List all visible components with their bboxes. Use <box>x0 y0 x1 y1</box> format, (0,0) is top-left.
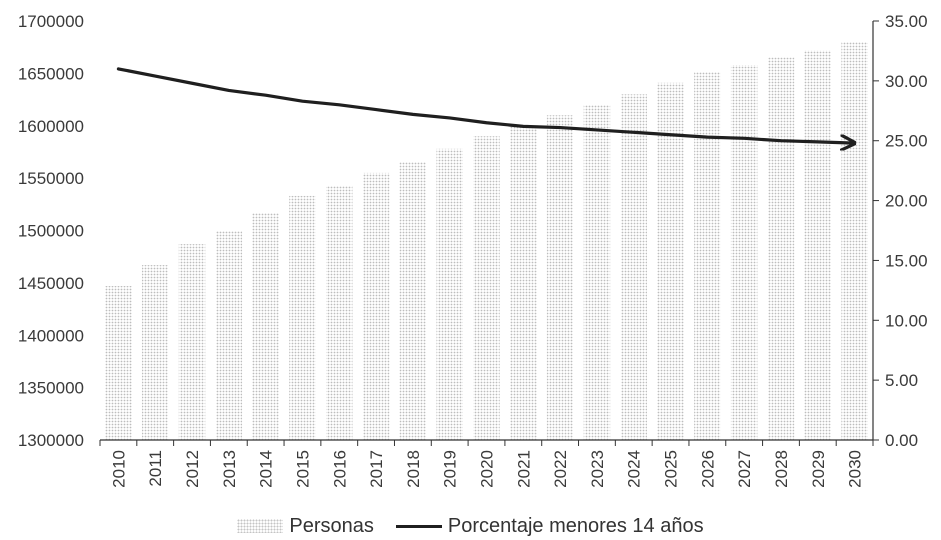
y-left-tick-label: 1500000 <box>18 222 84 241</box>
bar-2029 <box>804 50 832 440</box>
y-right-tick-label: 35.00 <box>885 12 928 31</box>
bar-2019 <box>436 148 463 441</box>
y-left-tick-label: 1350000 <box>18 379 84 398</box>
bar-2013 <box>215 230 243 440</box>
y-right-tick-label: 5.00 <box>885 371 918 390</box>
legend-swatch-bars <box>237 519 284 533</box>
y-right-tick-label: 15.00 <box>885 251 928 270</box>
x-tick-label-2012: 2012 <box>183 450 202 488</box>
y-right-tick-label: 20.00 <box>885 192 928 211</box>
x-tick-label-2024: 2024 <box>625 450 644 488</box>
x-tick-label-2013: 2013 <box>220 450 239 488</box>
bar-2030 <box>841 41 868 440</box>
x-tick-label-2023: 2023 <box>588 450 607 488</box>
x-tick-label-2010: 2010 <box>109 450 128 488</box>
x-tick-label-2027: 2027 <box>735 450 754 488</box>
bar-2025 <box>657 82 684 441</box>
axes-layer: 2010 2011 2012 2013 2014 2015 2016 2017 2018 2019… <box>18 12 928 488</box>
bar-2023 <box>583 104 611 441</box>
x-tick-label-2026: 2026 <box>698 450 717 488</box>
bar-2014 <box>252 212 279 440</box>
y-right-tick-label: 25.00 <box>885 132 928 151</box>
bar-2017 <box>362 172 390 440</box>
legend-label-personas: Personas <box>289 514 374 537</box>
x-tick-label-2021: 2021 <box>514 450 533 488</box>
x-tick-label-2028: 2028 <box>772 450 791 488</box>
x-tick-label-2017: 2017 <box>367 450 386 488</box>
legend: Personas Porcentaje menores 14 años <box>0 514 941 538</box>
y-right-tick-label: 30.00 <box>885 72 928 91</box>
y-right-tick-label: 10.00 <box>885 311 928 330</box>
y-left-tick-label: 1450000 <box>18 274 84 293</box>
x-tick-label-2029: 2029 <box>809 450 828 488</box>
line-layer <box>116 67 854 143</box>
x-tick-label-2030: 2030 <box>846 450 865 488</box>
bar-2018 <box>399 162 427 440</box>
y-left-tick-label: 1300000 <box>18 431 84 450</box>
x-tick-label-2014: 2014 <box>257 450 276 488</box>
x-tick-label-2018: 2018 <box>404 450 423 488</box>
bar-2028 <box>767 57 795 440</box>
bar-2027 <box>730 65 758 440</box>
x-tick-label-2019: 2019 <box>441 450 460 488</box>
x-tick-label-2011: 2011 <box>146 450 165 487</box>
y-left-tick-label: 1550000 <box>18 169 84 188</box>
x-tick-label-2025: 2025 <box>662 450 681 488</box>
bar-2024 <box>620 94 647 440</box>
legend-swatch-line <box>395 524 442 528</box>
bar-2016 <box>326 185 353 440</box>
y-left-tick-label: 1400000 <box>18 326 84 345</box>
y-left-tick-label: 1700000 <box>18 12 84 31</box>
bar-2020 <box>473 136 500 441</box>
bar-2011 <box>141 265 169 440</box>
x-tick-label-2020: 2020 <box>478 450 497 488</box>
y-right-tick-label: 0.00 <box>885 431 918 450</box>
bar-2015 <box>289 195 316 440</box>
x-tick-label-2015: 2015 <box>293 450 312 488</box>
y-left-tick-label: 1650000 <box>18 64 84 83</box>
bar-2026 <box>694 72 721 440</box>
legend-label-porcentaje: Porcentaje menores 14 años <box>447 514 704 537</box>
legend-item-personas: Personas <box>237 515 374 538</box>
legend-item-porcentaje: Porcentaje menores 14 años <box>395 514 704 538</box>
bar-2010 <box>105 286 132 440</box>
bars-layer <box>105 41 868 441</box>
y-left-tick-label: 1600000 <box>18 117 84 136</box>
x-tick-label-2022: 2022 <box>551 450 570 488</box>
bar-2022 <box>546 115 574 441</box>
x-tick-label-2016: 2016 <box>330 450 349 488</box>
bar-2021 <box>510 125 537 440</box>
bar-2012 <box>178 244 206 440</box>
